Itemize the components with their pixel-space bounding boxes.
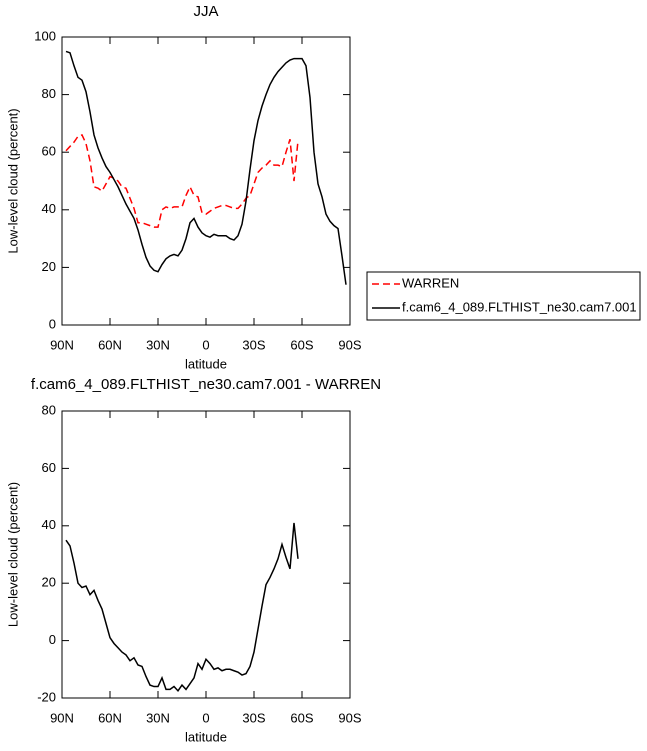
x-tick-label: 30N (146, 710, 170, 725)
x-tick-label: 60N (98, 337, 122, 352)
y-axis-label: Low-level cloud (percent) (5, 482, 20, 627)
data-line (65, 133, 299, 228)
x-tick-label: 60S (290, 710, 313, 725)
data-line (65, 50, 347, 285)
data-line (65, 522, 299, 693)
x-tick-label: 90S (338, 337, 361, 352)
y-tick-label: 100 (34, 28, 56, 43)
y-tick-label: 60 (42, 460, 56, 475)
y-tick-label: 80 (42, 86, 56, 101)
x-tick-label: 30N (146, 337, 170, 352)
plot-frame (61, 36, 351, 326)
legend-label: f.cam6_4_089.FLTHIST_ne30.cam7.001 (402, 299, 637, 314)
legend-label: WARREN (402, 275, 459, 290)
x-tick-label: 60S (290, 337, 313, 352)
y-tick-label: 20 (42, 575, 56, 590)
y-tick-label: 0 (49, 632, 56, 647)
y-tick-label: 0 (49, 316, 56, 331)
x-tick-label: 0 (202, 710, 209, 725)
x-tick-label: 0 (202, 337, 209, 352)
x-axis-label: latitude (185, 356, 227, 371)
y-tick-label: 60 (42, 144, 56, 159)
chart-title: JJA (193, 3, 218, 20)
plot-frame (61, 410, 351, 699)
y-tick-label: 20 (42, 259, 56, 274)
x-tick-label: 90N (50, 337, 74, 352)
legend-box (366, 271, 641, 321)
chart-title: f.cam6_4_089.FLTHIST_ne30.cam7.001 - WAR… (31, 376, 381, 393)
y-tick-label: -20 (37, 689, 56, 704)
x-tick-label: 30S (242, 710, 265, 725)
y-tick-label: 40 (42, 517, 56, 532)
x-tick-label: 60N (98, 710, 122, 725)
y-axis-label: Low-level cloud (percent) (5, 108, 20, 253)
y-tick-label: 80 (42, 402, 56, 417)
x-tick-label: 90N (50, 710, 74, 725)
x-tick-label: 90S (338, 710, 361, 725)
y-tick-label: 40 (42, 201, 56, 216)
x-axis-label: latitude (185, 729, 227, 744)
x-tick-label: 30S (242, 337, 265, 352)
